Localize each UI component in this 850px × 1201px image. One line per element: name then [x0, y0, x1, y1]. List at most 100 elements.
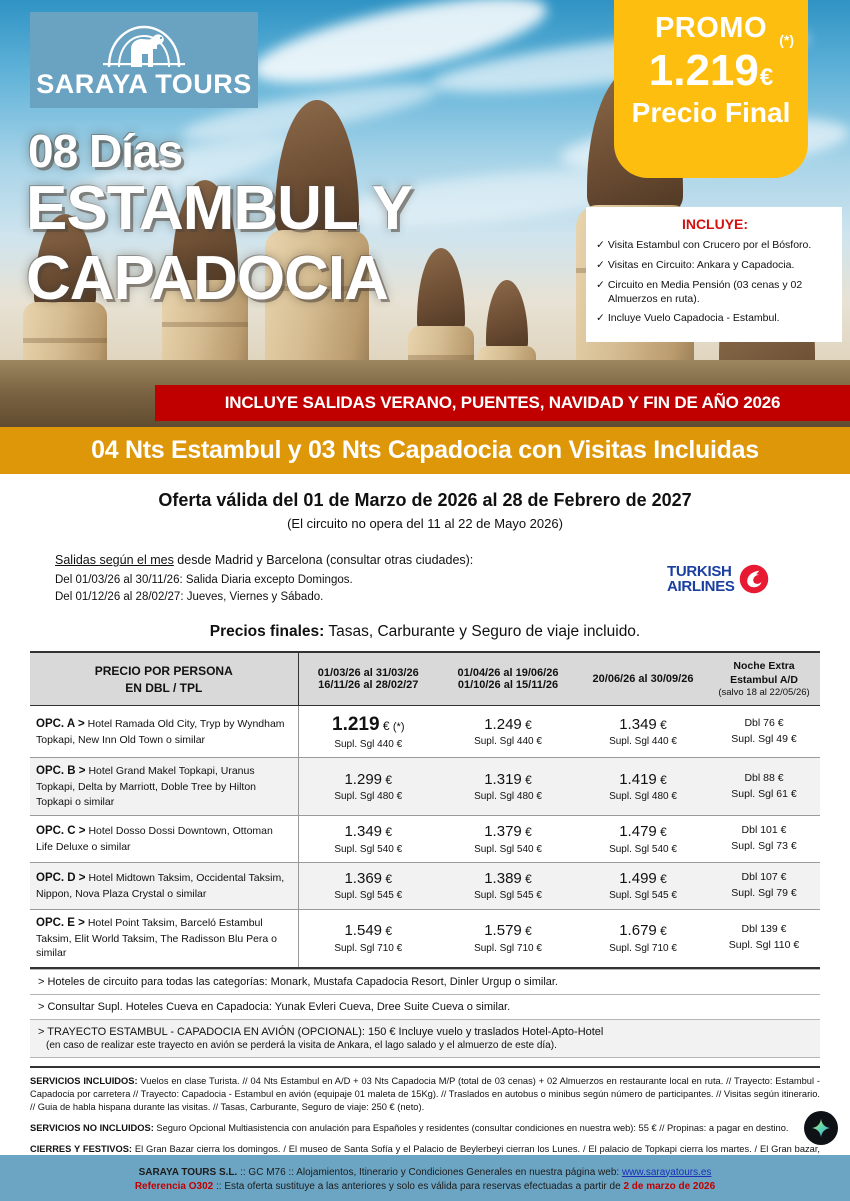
- supplement-label: Supl. Sgl 710 €: [609, 942, 677, 954]
- promo-price: 1.219: [648, 46, 759, 95]
- price-currency: €: [656, 717, 667, 732]
- airline-name-line1: TURKISH: [667, 562, 732, 580]
- supplement-label: Supl. Sgl 480 €: [609, 791, 677, 803]
- col-header-period-2: 01/04/26 al 19/06/26 01/10/26 al 15/11/2…: [438, 651, 578, 707]
- supplement-label: Supl. Sgl 480 €: [474, 791, 542, 803]
- col-header-line1: 01/03/26 al 31/03/26: [317, 667, 419, 680]
- departures-line-2: Del 01/12/26 al 28/02/27: Jueves, Vierne…: [55, 591, 324, 603]
- price-line: 1.419 €: [584, 770, 702, 790]
- list-item: ✓ Circuito en Media Pensión (03 cenas y 0…: [596, 279, 834, 307]
- note-text: > TRAYECTO ESTAMBUL - CAPADOCIA EN AVIÓN…: [38, 1025, 604, 1038]
- extra-sgl: Supl. Sgl 49 €: [731, 732, 797, 745]
- price-value: 1.549: [344, 922, 383, 940]
- price-cell-period-3: 1.499 € Supl. Sgl 545 €: [578, 862, 708, 910]
- departures-heading-underlined: Salidas según el mes: [55, 553, 174, 567]
- includes-box: INCLUYE: ✓ Visita Estambul con Crucero po…: [586, 207, 842, 343]
- price-asterisk: (*): [392, 721, 405, 734]
- footer-company: SARAYA TOURS S.L.: [138, 1166, 238, 1178]
- price-line: 1.219 € (*): [305, 712, 433, 738]
- fineprint-services-not-included: SERVICIOS NO INCLUIDOS: Seguro Opcional …: [30, 1122, 820, 1135]
- price-cell-period-1: 1.369 € Supl. Sgl 545 €: [298, 862, 438, 910]
- orange-banner: 04 Nts Estambul y 03 Nts Capadocia con V…: [0, 427, 850, 474]
- note-row: > Consultar Supl. Hoteles Cueva en Capad…: [30, 995, 820, 1020]
- fineprint-text: Vuelos en clase Turista. // 04 Nts Estam…: [30, 1075, 820, 1112]
- option-cell: OPC. E > Hotel Point Taksim, Barceló Est…: [30, 909, 299, 969]
- extra-sgl: Supl. Sgl 79 €: [731, 886, 797, 899]
- extra-sgl: Supl. Sgl 73 €: [731, 840, 797, 853]
- saraya-tours-logo[interactable]: SARAYA TOURS: [30, 12, 258, 108]
- offer-validity: Oferta válida del 01 de Marzo de 2026 al…: [158, 490, 692, 510]
- airline-name-line2: AIRLINES: [667, 578, 735, 595]
- price-value: 1.479: [619, 823, 657, 841]
- table-row: OPC. A > Hotel Ramada Old City, Tryp by …: [30, 705, 820, 759]
- hero-title-line2: CAPADOCIA: [26, 244, 389, 313]
- price-currency: €: [656, 772, 667, 787]
- website-link[interactable]: www.sarayatours.es: [621, 1166, 712, 1178]
- option-cell: OPC. D > Hotel Midtown Taksim, Occidenta…: [30, 862, 299, 910]
- departures-block: Salidas según el mes desde Madrid y Barc…: [55, 553, 795, 603]
- supplement-label: Supl. Sgl 480 €: [334, 791, 403, 803]
- col-header-line3: (salvo 18 al 22/05/26): [718, 687, 810, 699]
- col-header-line2: 16/11/26 al 28/02/27: [318, 679, 419, 692]
- main-content: Oferta válida del 01 de Marzo de 2026 al…: [0, 474, 850, 1201]
- price-cell-period-2: 1.319 € Supl. Sgl 480 €: [438, 757, 578, 817]
- supplement-label: Supl. Sgl 540 €: [474, 843, 542, 855]
- extra-night-cell: Dbl 107 € Supl. Sgl 79 €: [708, 862, 820, 910]
- extra-dbl: Dbl 88 €: [744, 772, 784, 785]
- col-header-extra-night: Noche Extra Estambul A/D (salvo 18 al 22…: [708, 651, 820, 707]
- option-cell: OPC. A > Hotel Ramada Old City, Tryp by …: [30, 705, 299, 759]
- note-row: > Hoteles de circuito para todas las cat…: [30, 968, 820, 995]
- list-item: ✓ Visita Estambul con Crucero por el Bósf…: [596, 239, 834, 253]
- extra-dbl: Dbl 139 €: [741, 923, 787, 936]
- col-header-line2: Estambul A/D: [730, 673, 798, 686]
- departures-heading: Salidas según el mes desde Madrid y Barc…: [55, 553, 795, 567]
- departures-line-1: Del 01/03/26 al 30/11/26: Salida Diaria …: [55, 574, 353, 586]
- price-currency: €: [521, 772, 532, 787]
- supplement-label: Supl. Sgl 545 €: [474, 890, 542, 902]
- notes-section: > Hoteles de circuito para todas las cat…: [30, 968, 820, 1058]
- option-hotels: Hotel Midtown Taksim, Occidental Taksim,…: [36, 871, 285, 900]
- col-header-line1: 20/06/26 al 30/09/26: [592, 673, 694, 686]
- col-header-period-3: 20/06/26 al 30/09/26: [578, 651, 708, 707]
- price-value: 1.499: [619, 870, 657, 887]
- supplement-label: Supl. Sgl 710 €: [474, 942, 542, 954]
- price-cell-period-1: 1.349 € Supl. Sgl 540 €: [298, 815, 438, 863]
- check-icon: ✓: [596, 312, 605, 325]
- price-cell-period-1: 1.299 € Supl. Sgl 480 €: [298, 757, 438, 817]
- price-currency: €: [382, 924, 393, 939]
- price-value: 1.379: [484, 823, 522, 841]
- price-currency: €: [521, 872, 532, 886]
- list-item-label: Visitas en Circuito: Ankara y Capadocia.: [607, 258, 795, 271]
- includes-title: INCLUYE:: [681, 216, 749, 232]
- table-row: OPC. D > Hotel Midtown Taksim, Occidenta…: [30, 862, 820, 910]
- extra-night-cell: Dbl 101 € Supl. Sgl 73 €: [708, 815, 820, 863]
- promo-label: PROMO: [654, 12, 768, 44]
- ai-sparkle-badge[interactable]: [804, 1111, 838, 1145]
- supplement-label: Supl. Sgl 540 €: [609, 843, 677, 855]
- table-row: OPC. C > Hotel Dosso Dossi Downtown, Ott…: [30, 815, 820, 863]
- list-item: ✓ Incluye Vuelo Capadocia - Estambul.: [596, 312, 834, 326]
- turkish-airlines-text: TURKISH AIRLINES: [667, 562, 735, 595]
- promo-price-group: (*) 1.219 €: [614, 32, 808, 95]
- extra-dbl: Dbl 101 €: [741, 824, 787, 837]
- table-row: OPC. E > Hotel Point Taksim, Barceló Est…: [30, 909, 820, 969]
- extra-sgl: Supl. Sgl 110 €: [728, 939, 800, 952]
- final-prices-rest: Tasas, Carburante y Seguro de viaje incl…: [324, 623, 641, 640]
- includes-list: ✓ Visita Estambul con Crucero por el Bósf…: [596, 239, 834, 326]
- note-row: > TRAYECTO ESTAMBUL - CAPADOCIA EN AVIÓN…: [30, 1019, 820, 1058]
- list-item-label: Visita Estambul con Crucero por el Bósfo…: [607, 239, 812, 251]
- price-line: 1.369 €: [305, 869, 433, 889]
- option-cell: OPC. B > Hotel Grand Makel Topkapi, Uran…: [30, 757, 299, 817]
- offer-note: (El circuito no opera del 11 al 22 de Ma…: [287, 516, 563, 531]
- promo-asterisk: (*): [779, 32, 794, 48]
- price-value: 1.419: [619, 770, 657, 788]
- note-subtext: (en caso de realizar este trayecto en av…: [46, 1039, 557, 1051]
- price-line: 1.499 €: [584, 869, 702, 889]
- sparkle-star-icon: [811, 1118, 831, 1138]
- option-code: OPC. E >: [36, 916, 85, 929]
- price-currency: €: [656, 924, 667, 939]
- fineprint-label: SERVICIOS INCLUIDOS:: [30, 1075, 138, 1086]
- price-currency: €: [521, 717, 532, 732]
- supplement-label: Supl. Sgl 545 €: [609, 890, 677, 902]
- final-prices-label: Precios finales:: [209, 623, 325, 640]
